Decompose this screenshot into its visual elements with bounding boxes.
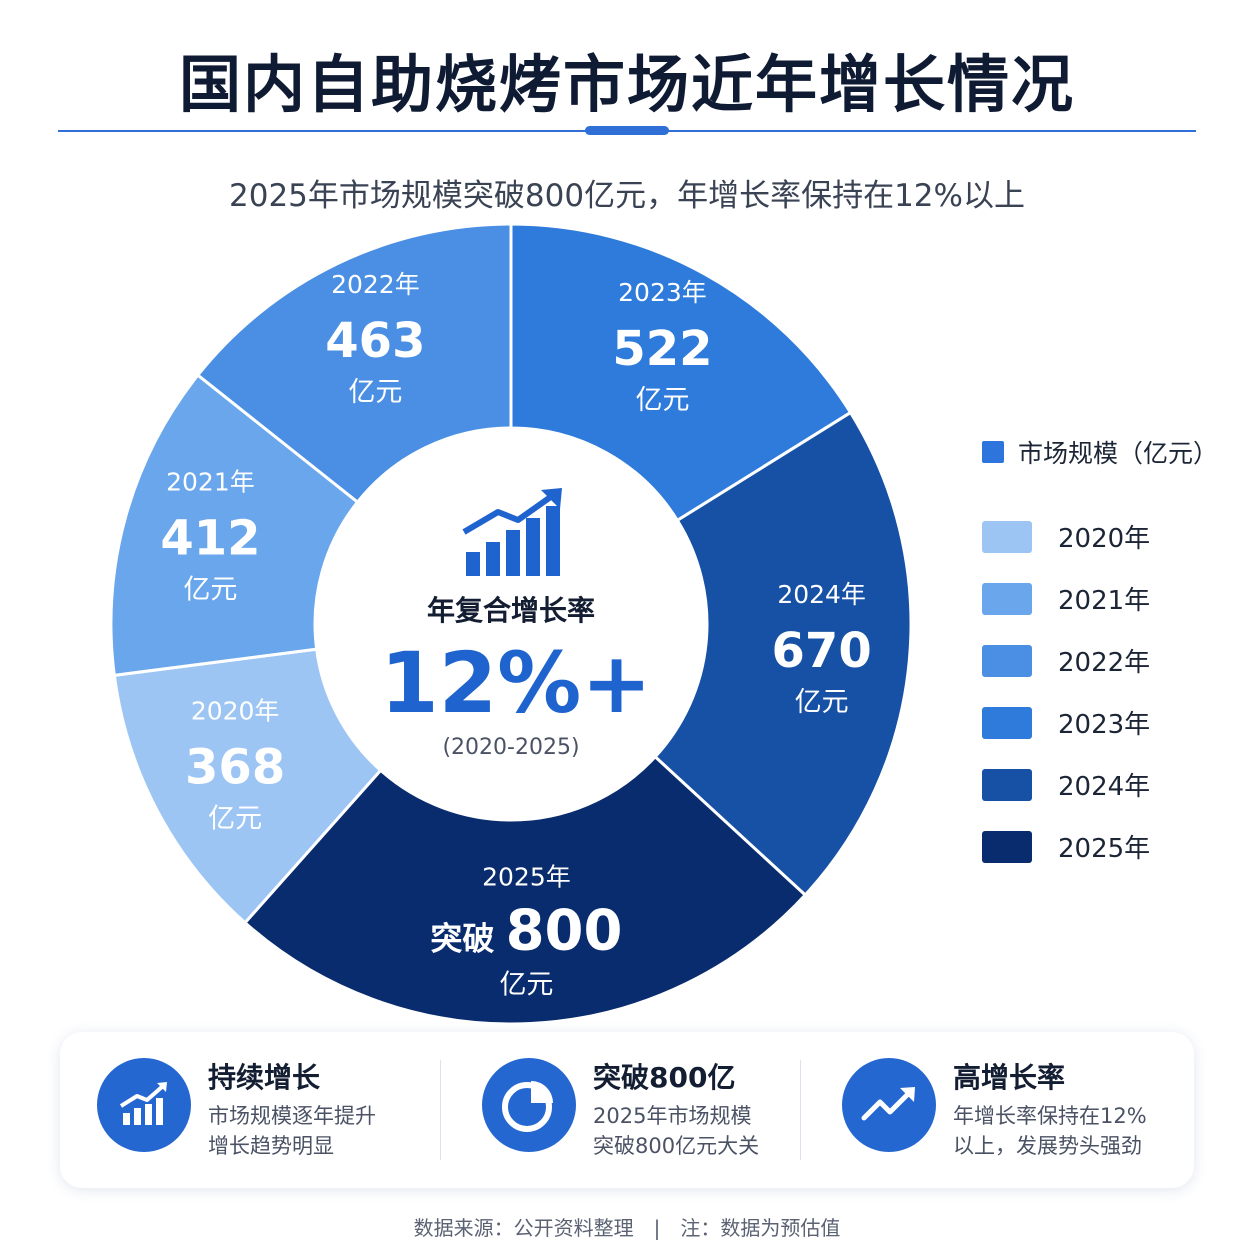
slice-label-group: 2024年 670 亿元 <box>772 580 872 718</box>
legend-label: 2021年 <box>1058 586 1151 616</box>
slice-label-group: 2020年 368 亿元 <box>185 697 285 835</box>
legend-label: 2025年 <box>1058 834 1151 864</box>
slice-year-label: 2023年 <box>618 278 707 307</box>
center-label: 年复合增长率 <box>427 594 595 627</box>
legend-entry: 2023年 <box>982 704 1150 741</box>
card-line: 以上，发展势头强劲 <box>953 1134 1142 1158</box>
card-title: 持续增长 <box>208 1061 321 1094</box>
card-title: 高增长率 <box>953 1061 1066 1094</box>
page-subtitle: 2025年市场规模突破800亿元，年增长率保持在12%以上 <box>229 178 1025 214</box>
bar-chart-icon <box>97 1058 191 1152</box>
slice-unit-label: 亿元 <box>348 377 402 408</box>
pie-slice-2021年 <box>109 373 360 678</box>
card-line: 年增长率保持在12% <box>953 1104 1147 1128</box>
slice-value-label: 522 <box>612 321 712 377</box>
legend-swatch <box>982 520 1032 553</box>
slice-value-label: 463 <box>325 313 425 369</box>
legend-title-swatch <box>982 441 1004 463</box>
card-break-800: 突破800亿 2025年市场规模 突破800亿元大关 <box>445 1032 805 1188</box>
slice-unit-label: 亿元 <box>208 804 262 835</box>
legend-entry: 2024年 <box>982 766 1150 803</box>
legend-label: 2023年 <box>1058 710 1151 740</box>
pie-slice-2024年 <box>653 410 913 898</box>
slice-unit-label: 亿元 <box>183 574 237 605</box>
page-title: 国内自助烧烤市场近年增长情况 <box>178 48 1075 121</box>
legend-entry: 2021年 <box>982 580 1150 617</box>
legend-swatch <box>982 582 1032 615</box>
pie-slice-2022年 <box>195 222 513 505</box>
slice-year-label: 2024年 <box>777 580 866 609</box>
center-range: (2020-2025) <box>442 735 579 760</box>
legend-entry: 2025年 <box>982 828 1150 865</box>
legend-swatch <box>982 830 1032 863</box>
legend-label: 2020年 <box>1058 524 1151 554</box>
card-line: 市场规模逐年提升 <box>208 1104 376 1128</box>
legend-title: 市场规模（亿元） <box>982 434 1218 470</box>
pie-slice-2023年 <box>509 222 853 523</box>
card-line: 2025年市场规模 <box>593 1104 752 1128</box>
legend-entry: 2020年 <box>982 518 1150 555</box>
card-title: 突破800亿 <box>593 1061 736 1094</box>
legend-label: 2024年 <box>1058 772 1151 802</box>
slice-year-label: 2021年 <box>166 467 255 496</box>
card-divider <box>440 1060 441 1160</box>
slice-year-label: 2025年 <box>482 863 571 892</box>
card-high-growth: 高增长率 年增长率保持在12% 以上，发展势头强劲 <box>805 1032 1194 1188</box>
slice-value-label: 670 <box>772 623 872 679</box>
donut-center <box>317 430 705 818</box>
footer-source: 数据来源：公开资料整理 | 注：数据为预估值 <box>413 1216 841 1240</box>
trend-up-icon <box>842 1058 936 1152</box>
slice-year-label: 2020年 <box>191 697 280 726</box>
legend-entry: 2022年 <box>982 642 1150 679</box>
slice-unit-label: 亿元 <box>499 970 553 1001</box>
pie-slice-2025年 <box>242 754 808 1026</box>
card-divider <box>800 1060 801 1160</box>
legend-label: 2022年 <box>1058 648 1151 678</box>
summary-cards: 持续增长 市场规模逐年提升 增长趋势明显 突破800亿 2025年市场规模 突破… <box>60 1032 1194 1188</box>
slice-label-group: 2022年 463 亿元 <box>325 270 425 408</box>
card-continuous-growth: 持续增长 市场规模逐年提升 增长趋势明显 <box>60 1032 440 1188</box>
slice-value-label: 412 <box>160 510 260 566</box>
legend-swatch <box>982 706 1032 739</box>
card-line: 突破800亿元大关 <box>593 1134 760 1158</box>
pie-chart-icon <box>482 1058 576 1152</box>
bar-chart-growth-icon <box>462 488 562 576</box>
slice-unit-label: 亿元 <box>635 385 689 416</box>
legend-title-text: 市场规模（亿元） <box>1018 439 1219 468</box>
slice-value-label: 368 <box>185 740 285 796</box>
pie-slice-2020年 <box>112 647 383 925</box>
slice-label-group: 2023年 522 亿元 <box>612 278 712 416</box>
slice-unit-label: 亿元 <box>795 687 849 718</box>
slice-value-label: 突破 800 <box>430 899 622 964</box>
title-divider-accent <box>585 126 669 135</box>
legend-swatch <box>982 644 1032 677</box>
center-value: 12%+ <box>380 634 651 732</box>
slice-label-group: 2021年 412 亿元 <box>160 467 260 605</box>
legend-swatch <box>982 768 1032 801</box>
card-line: 增长趋势明显 <box>208 1134 334 1158</box>
slice-year-label: 2022年 <box>331 270 420 299</box>
